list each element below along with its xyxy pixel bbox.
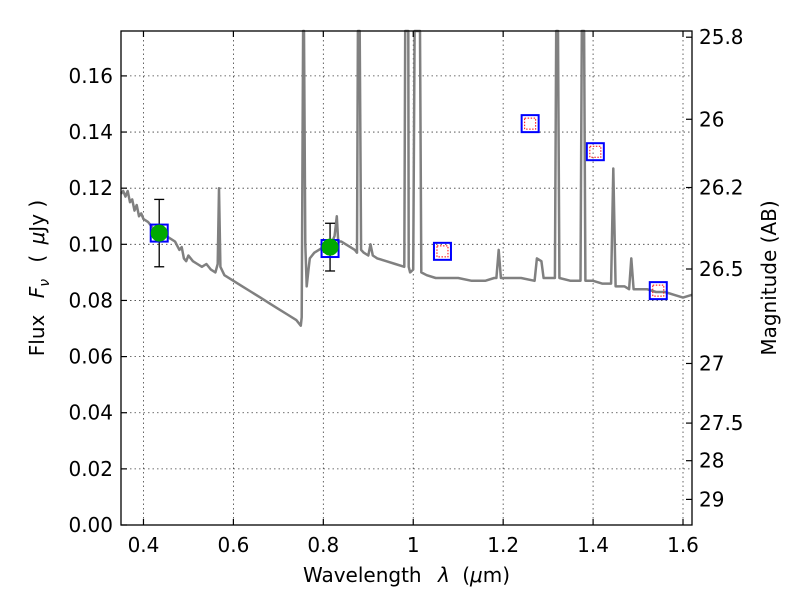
ticks-layer: 0.4 0.6 0.8 1 1.2 1.4 1.6 0.00 0.02 0.04 0.06 0.08 0… <box>68 25 743 557</box>
y2-tick-label: 27 <box>699 351 724 375</box>
y-axis-label-subscript: ν <box>37 279 53 287</box>
y2-axis-label: Magnitude (AB) <box>757 200 781 355</box>
y-axis-unit-open: ( <box>25 255 49 263</box>
y2-tick-label: 29 <box>699 487 724 511</box>
predicted-point <box>652 284 665 297</box>
y2-tick-label: 26.5 <box>699 257 744 281</box>
y-axis-label-text: Flux <box>25 314 49 356</box>
y2-tick-label: 25.8 <box>699 25 744 49</box>
y2-tick-label: 28 <box>699 449 724 473</box>
y-axis-unit-rest: Jy ) <box>25 200 49 234</box>
y-tick-label: 0.08 <box>68 288 113 312</box>
x-tick-label: 0.6 <box>217 533 249 557</box>
predicted-point <box>436 245 449 258</box>
x-tick-label: 1.6 <box>667 533 699 557</box>
markers-layer <box>149 114 668 301</box>
x-axis-unit-open: ( <box>462 563 470 587</box>
x-tick-label: 1.4 <box>577 533 609 557</box>
y2-tick-label: 26 <box>699 107 724 131</box>
model-point <box>520 114 540 134</box>
spectrum-layer <box>120 29 693 327</box>
x-tick-label: 1 <box>407 533 420 557</box>
observed-point <box>321 238 339 256</box>
x-tick-label: 0.4 <box>128 533 160 557</box>
y-tick-label: 0.14 <box>68 120 113 144</box>
y-tick-label: 0.12 <box>68 176 113 200</box>
x-axis-unit-mu: μ <box>469 563 483 587</box>
model-point <box>432 241 452 261</box>
y2-tick-label: 26.2 <box>699 176 744 200</box>
y-axis-label-symbol: F <box>25 286 49 298</box>
x-axis-label-text: Wavelength <box>303 563 422 587</box>
y-tick-label: 0.00 <box>68 513 113 537</box>
y-tick-label: 0.10 <box>68 232 113 256</box>
observed-point <box>150 224 168 242</box>
x-tick-label: 1.2 <box>487 533 519 557</box>
y-axis-unit-mu: μ <box>25 232 49 246</box>
y2-tick-label: 27.5 <box>699 411 744 435</box>
y-tick-label: 0.06 <box>68 345 113 369</box>
x-axis-label-symbol: λ <box>437 563 450 587</box>
x-tick-label: 0.8 <box>307 533 339 557</box>
model-point <box>648 281 668 301</box>
grid-layer <box>121 31 692 526</box>
y-tick-label: 0.16 <box>68 64 113 88</box>
model-point <box>585 142 605 162</box>
predicted-point <box>589 145 602 158</box>
plot-frame <box>120 30 693 526</box>
spectrum-line <box>120 29 693 327</box>
y-tick-label: 0.04 <box>68 401 113 425</box>
y-tick-label: 0.02 <box>68 457 113 481</box>
predicted-point <box>524 117 537 130</box>
x-axis-label: Wavelength λ (μm) <box>303 563 510 587</box>
y-axis-label: Flux Fν ( μJy ) <box>25 200 54 356</box>
x-axis-unit-rest: m) <box>483 563 510 587</box>
